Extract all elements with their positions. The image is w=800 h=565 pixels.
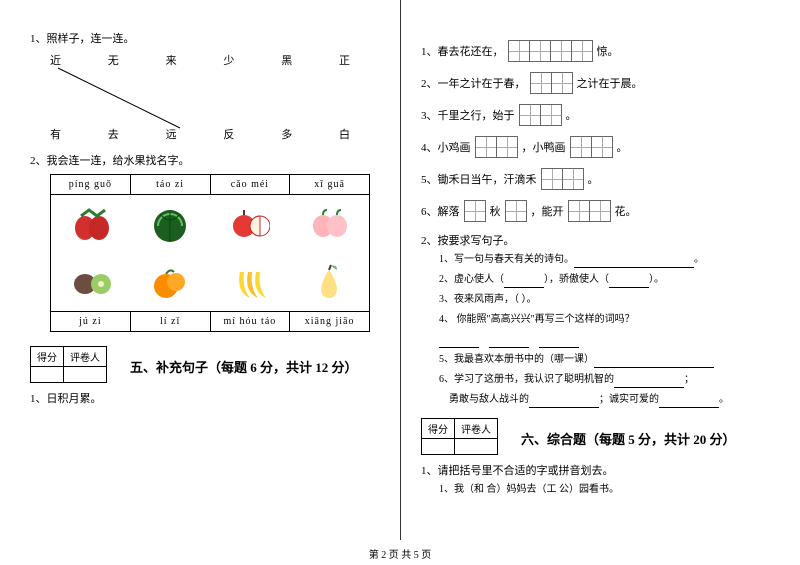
q1-title: 1、照样子，连一连。 (30, 30, 380, 46)
boxes-3 (519, 104, 562, 126)
fruit-img-row-2 (51, 253, 369, 311)
boxes-6c (568, 200, 611, 222)
score-table-5: 得分 评卷人 (30, 346, 107, 383)
boxes-2 (530, 72, 573, 94)
f6c: ，能开 (531, 203, 564, 219)
ft-top-2: cǎo méi (211, 175, 291, 194)
q6-1-1: 1、我（和 合）妈妈去（工 公）园看书。 (439, 482, 770, 498)
f3b: 。 (566, 107, 577, 123)
rq2-title: 2、按要求写句子。 (421, 232, 770, 248)
fill-line-3: 3、千里之行，始于 。 (421, 104, 770, 126)
section-5-title: 五、补充句子（每题 6 分，共计 12 分） (130, 357, 380, 376)
boxes-6b (505, 200, 527, 222)
watermelon-icon (150, 204, 190, 244)
boxes-4a (475, 136, 518, 158)
ft-bot-1: lí zǐ (131, 312, 211, 331)
match-bottom-row: 有 去 远 反 多 白 (50, 126, 350, 142)
f5a: 5、锄禾日当午，汗滴禾 (421, 171, 537, 187)
right-column: 1、春去花还在， 惊。 2、一年之计在于春， 之计在于晨。 3、千里之行，始于 … (400, 0, 800, 540)
banana-icon (230, 262, 270, 302)
kiwi-icon (71, 262, 111, 302)
boxes-6a (464, 200, 486, 222)
rq2-3: 3、夜来风雨声，（ ）。 (439, 292, 770, 308)
fruit-img-row-1 (51, 195, 369, 253)
page-footer: 第 2 页 共 5 页 (0, 546, 800, 561)
rq2-1: 1、写一句与春天有关的诗句。。 (439, 252, 770, 268)
score-label-6: 得分 (422, 419, 455, 439)
f2b: 之计在于晨。 (577, 75, 643, 91)
grader-label-6: 评卷人 (455, 419, 498, 439)
match-bot-2: 远 (166, 126, 177, 142)
section-6-title: 六、综合题（每题 5 分，共计 20 分） (521, 429, 770, 448)
boxes-1 (508, 40, 593, 62)
fill-line-5: 5、锄禾日当午，汗滴禾 。 (421, 168, 770, 190)
apple-icon (230, 204, 270, 244)
ft-bot-3: xiāng jiāo (290, 312, 369, 331)
f6b: 秋 (490, 203, 501, 219)
f4c: 。 (617, 139, 628, 155)
q5-1: 1、日积月累。 (30, 390, 380, 406)
score-table-6: 得分 评卷人 (421, 418, 498, 455)
fill-line-1: 1、春去花还在， 惊。 (421, 40, 770, 62)
f6d: 花。 (615, 203, 637, 219)
boxes-5 (541, 168, 584, 190)
f4a: 4、小鸡画 (421, 139, 471, 155)
fill-line-2: 2、一年之计在于春， 之计在于晨。 (421, 72, 770, 94)
strawberry-icon (71, 204, 111, 244)
ft-bot-0: jú zi (51, 312, 131, 331)
boxes-4b (570, 136, 613, 158)
fruit-row-bottom: jú zi lí zǐ mí hóu táo xiāng jiāo (51, 311, 369, 331)
f3a: 3、千里之行，始于 (421, 107, 515, 123)
f1a: 1、春去花还在， (421, 43, 504, 59)
match-bot-4: 多 (281, 126, 292, 142)
rq2-4: 4、 你能照"高高兴兴"再写三个这样的词吗？ (439, 312, 770, 328)
match-area: 近 无 来 少 黑 正 有 去 远 反 多 白 (50, 52, 350, 142)
match-bot-1: 去 (108, 126, 119, 142)
q2-title: 2、我会连一连，给水果找名字。 (30, 152, 380, 168)
left-column: 1、照样子，连一连。 近 无 来 少 黑 正 有 去 远 反 多 白 2、 (0, 0, 400, 540)
rq2-2: 2、虚心使人（），骄傲使人（）。 (439, 272, 770, 288)
fill-line-4: 4、小鸡画 ，小鸭画 。 (421, 136, 770, 158)
ft-top-0: píng guǒ (51, 175, 131, 194)
blank (574, 257, 694, 268)
f6a: 6、解落 (421, 203, 460, 219)
f4b: ，小鸭画 (522, 139, 566, 155)
f5b: 。 (588, 171, 599, 187)
f2a: 2、一年之计在于春， (421, 75, 526, 91)
rq2-5: 5、我最喜欢本册书中的（哪一课） (439, 352, 770, 368)
fruit-row-top: píng guǒ táo zi cǎo méi xī guā (51, 175, 369, 195)
fill-line-6: 6、解落 秋 ，能开 花。 (421, 200, 770, 222)
match-bot-0: 有 (50, 126, 61, 142)
score-label: 得分 (31, 347, 64, 367)
pear-icon (309, 262, 349, 302)
ft-top-3: xī guā (290, 175, 369, 194)
orange-icon (150, 262, 190, 302)
fruit-table: píng guǒ táo zi cǎo méi xī guā jú zi lí … (50, 174, 370, 332)
match-bot-5: 白 (339, 126, 350, 142)
peach-icon (309, 204, 349, 244)
match-bot-3: 反 (223, 126, 234, 142)
ft-top-1: táo zi (131, 175, 211, 194)
rq2-6a: 6、学习了这册书，我认识了聪明机智的； (439, 372, 770, 388)
ft-bot-2: mí hóu táo (211, 312, 291, 331)
q6-1: 1、请把括号里不合适的字或拼音划去。 (421, 462, 770, 478)
grader-label: 评卷人 (64, 347, 107, 367)
rq2-4b (439, 332, 770, 348)
f1b: 惊。 (597, 43, 619, 59)
rq2-6b: 勇敢与敌人战斗的；诚实可爱的。 (449, 392, 770, 408)
